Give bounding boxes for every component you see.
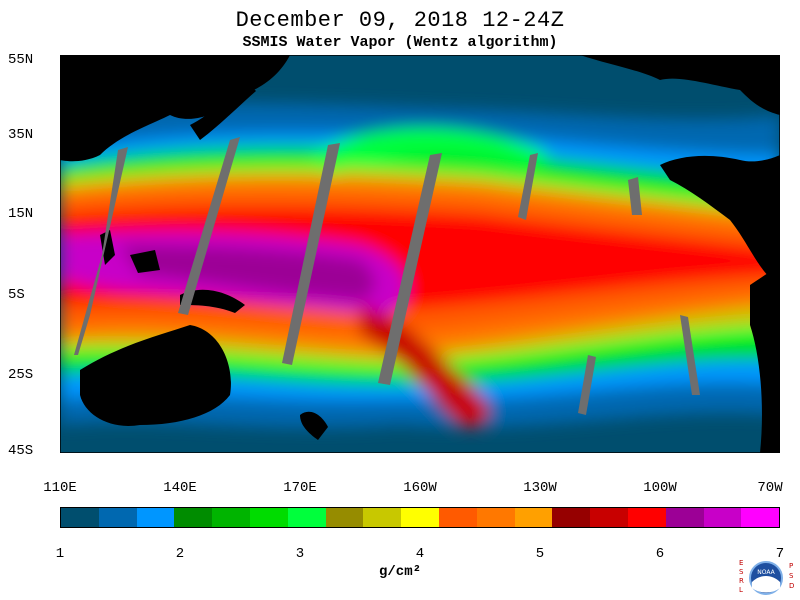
colorbar-swatch (61, 508, 99, 527)
svg-text:S: S (739, 568, 744, 576)
colorbar-tick: 3 (295, 546, 305, 562)
water-vapor-bands (60, 103, 780, 428)
lon-label-160w: 160W (403, 480, 437, 496)
map-title: December 09, 2018 12-24Z (235, 8, 565, 33)
lat-label-55n: 55N (8, 52, 34, 68)
south-america-land (750, 265, 780, 453)
lat-label-25s: 25S (8, 367, 34, 383)
colorbar-swatch (136, 508, 175, 527)
swath-gap (378, 153, 442, 385)
swath-gaps (74, 137, 700, 415)
maritime-continent-land (100, 230, 160, 273)
colorbar-tick: 2 (175, 546, 185, 562)
lon-label-70w: 70W (757, 480, 783, 496)
colorbar-swatch (590, 508, 628, 527)
colorbar-swatch (98, 508, 137, 527)
colorbar-swatch (212, 508, 250, 527)
lon-label-140e: 140E (163, 480, 197, 496)
new-zealand-land (300, 411, 328, 440)
colorbar-tick: 6 (655, 546, 665, 562)
north-america-land (580, 55, 780, 115)
svg-text:E: E (739, 559, 743, 567)
svg-text:D: D (789, 582, 794, 590)
colorbar-swatch (552, 508, 591, 527)
swath-gap (178, 137, 240, 315)
colorbar-swatch (249, 508, 288, 527)
colorbar-tick: 1 (55, 546, 65, 562)
colorbar-swatch (287, 508, 326, 527)
central-america-land (660, 155, 780, 285)
swath-gap (680, 315, 700, 395)
svg-text:L: L (739, 586, 743, 594)
svg-text:R: R (739, 577, 744, 585)
colorbar-swatch (438, 508, 477, 527)
lon-label-100w: 100W (643, 480, 677, 496)
colorbar-swatch (325, 508, 364, 527)
lat-label-45s: 45S (8, 443, 34, 459)
colorbar (60, 507, 780, 528)
colorbar-swatch (703, 508, 742, 527)
colorbar-swatch (174, 508, 213, 527)
asia-land (60, 55, 290, 162)
colorbar-swatch (627, 508, 666, 527)
lon-label-110e: 110E (43, 480, 77, 496)
colorbar-tick: 4 (415, 546, 425, 562)
japan-land (190, 85, 256, 140)
water-vapor-map (60, 55, 780, 453)
map-canvas (60, 55, 780, 453)
colorbar-tick: 7 (775, 546, 785, 562)
colorbar-tick: 5 (535, 546, 545, 562)
lon-label-130w: 130W (523, 480, 557, 496)
swath-gap (628, 177, 642, 215)
swath-gap (578, 355, 596, 415)
lat-label-15n: 15N (8, 206, 34, 222)
colorbar-swatch (741, 508, 780, 527)
colorbar-units: g/cm² (378, 564, 421, 580)
colorbar-swatch (476, 508, 515, 527)
swath-gap (282, 143, 340, 365)
lat-label-5s: 5S (8, 287, 25, 303)
lon-label-170e: 170E (283, 480, 317, 496)
new-guinea-land (180, 289, 245, 313)
swath-gap (74, 147, 128, 355)
colorbar-swatch (665, 508, 704, 527)
colorbar-swatch (363, 508, 402, 527)
australia-land (80, 325, 231, 426)
svg-text:P: P (789, 562, 793, 570)
swath-gap (518, 153, 538, 220)
colorbar-swatch (514, 508, 553, 527)
svg-text:NOAA: NOAA (757, 569, 775, 576)
land-masses (60, 55, 780, 453)
svg-text:S: S (789, 572, 794, 580)
lat-label-35n: 35N (8, 127, 34, 143)
map-subtitle: SSMIS Water Vapor (Wentz algorithm) (242, 34, 558, 51)
colorbar-swatch (401, 508, 439, 527)
